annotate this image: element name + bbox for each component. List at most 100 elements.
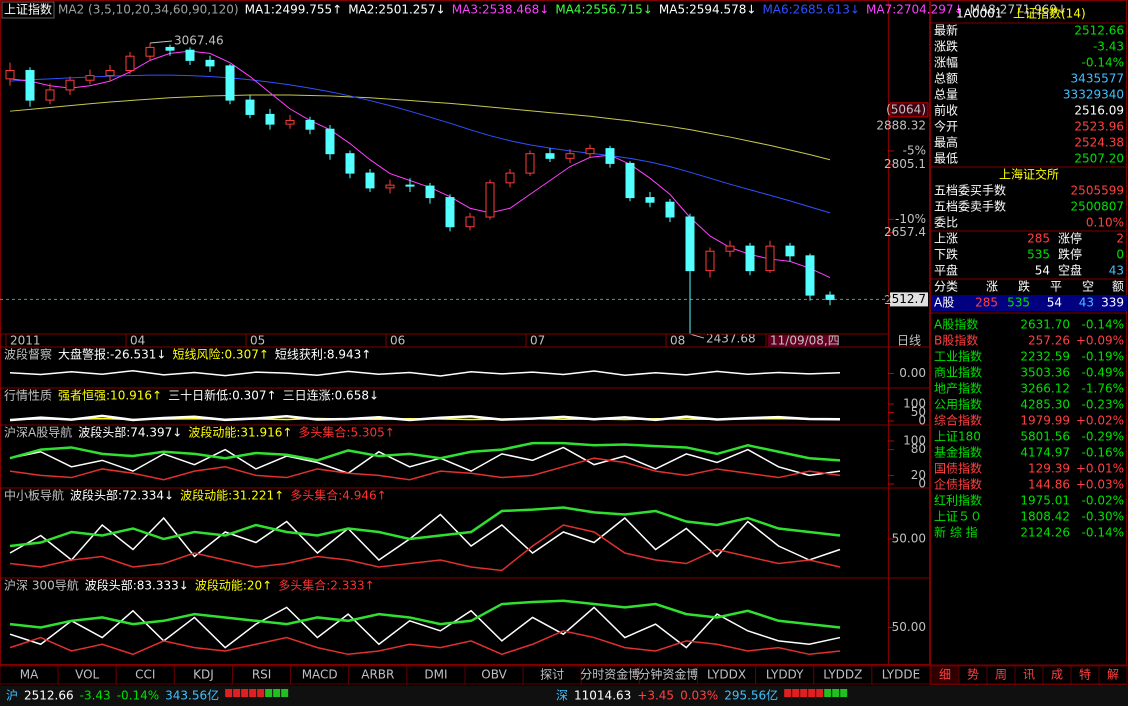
panel-header: 行情性质 [4,389,52,403]
indicator-tab-label[interactable]: OBV [481,668,507,682]
class-value: 43 [1079,296,1094,310]
candle-body [245,99,255,115]
side-tab-label[interactable]: 成 [1051,668,1063,682]
pct-tick-label: -5% [903,143,926,157]
class-value: 54 [1047,296,1062,310]
panel-header: 三十日新低:0.307↑ [168,388,276,403]
panel-header: 波段头部:74.397↓ [78,425,182,440]
candle-body [665,201,675,218]
indicator-tab-label[interactable]: ARBR [361,668,394,682]
index-name[interactable]: B股指数 [934,333,978,348]
breadth-value: 535 [1027,248,1050,262]
index-change: -0.49% [1082,366,1124,380]
candle-body [745,245,755,272]
indicator-line [9,414,841,422]
date-label: 07 [530,334,545,348]
index-name[interactable]: 商业指数 [934,365,982,380]
panel-tick-label: 0 [918,477,926,491]
index-value: 1808.42 [1020,510,1070,524]
index-name[interactable]: 综合指数 [934,413,982,428]
status-meter [249,689,257,697]
panel-tick-label: 50 [911,405,926,419]
indicator-tab-label[interactable]: 探讨 [540,668,564,682]
indicator-line [9,630,841,656]
indicator-tab-label[interactable]: MA [20,668,39,682]
side-tab-label[interactable]: 细 [939,668,951,682]
breadth-label: 下跌 [934,247,958,262]
panel-header: 中小板导航 [4,488,64,503]
indicator-tab-label[interactable]: 分时资金博 [580,667,640,682]
ma-label: MA3:2538.468↓ [452,3,550,17]
quote-value: 2523.96 [1074,120,1124,134]
panel-header: 多头集合:4.946↑ [290,488,386,503]
ma-line [9,74,831,214]
side-tab-label[interactable]: 解 [1107,668,1119,682]
side-tab-label[interactable]: 势 [967,668,979,682]
index-name[interactable]: 国债指数 [934,461,982,476]
side-tab-label[interactable]: 讯 [1023,668,1035,682]
indicator-tab-label[interactable]: DMI [424,668,447,682]
ma-line [9,94,831,161]
side-tab-label[interactable]: 周 [995,668,1007,682]
indicator-tab-label[interactable]: LYDDE [882,668,920,682]
candle-body [785,245,795,257]
high-pointer [149,40,173,44]
index-name[interactable]: 基金指数 [934,445,982,460]
order-value: 0.10% [1086,216,1124,230]
candle-body [565,153,575,159]
indicator-tab-label[interactable]: MACD [302,668,338,682]
index-name[interactable]: 地产指数 [934,381,982,396]
indicator-tab-label[interactable]: 分钟资金博 [638,667,698,682]
y-tick-label: 2657.4 [884,225,926,239]
candle-body [645,197,655,203]
candle-body [125,55,135,72]
class-header: 空 [1082,280,1094,294]
class-header: 跌 [1018,279,1030,294]
status-meter [824,689,832,697]
quote-label: 最高 [934,135,958,150]
index-name[interactable]: 上证180 [934,430,981,444]
index-change: -0.23% [1082,398,1124,412]
ma-params: MA2 (3,5,10,20,34,60,90,120) [58,3,239,17]
quote-value: 3435577 [1071,72,1124,86]
candle-body [345,153,355,174]
index-name[interactable]: 企债指数 [934,477,982,492]
candle-body [45,89,55,101]
indicator-tab-label[interactable]: LYDDZ [823,668,862,682]
ma-label: MA1:2499.755↑ [245,3,343,17]
exchange-name: 上海证交所 [999,167,1059,182]
index-name[interactable]: 上证５０ [934,510,982,524]
candle-body [705,250,715,272]
index-name[interactable]: 工业指数 [934,349,982,364]
indicator-tab[interactable] [871,665,931,685]
indicator-tab-label[interactable]: CCI [135,668,155,682]
indicator-tab-label[interactable]: LYDDY [766,668,804,682]
quote-value: 33329340 [1063,88,1124,102]
panel-header: 三日连涨:0.658↓ [283,388,379,403]
indicator-tab-label[interactable]: VOL [75,668,99,682]
status-meter [265,689,273,697]
y-tick-label: 2805.1 [884,157,926,171]
order-value: 2500807 [1071,200,1124,214]
quote-label: 总量 [934,88,958,102]
index-name[interactable]: A股指数 [934,317,978,332]
panel-header: 波段督察 [4,347,52,362]
pct-tick-label: -10% [895,212,926,226]
index-name[interactable]: 新 综 指 [934,525,978,540]
candle-body [225,65,235,101]
side-tab-label[interactable]: 特 [1079,667,1091,682]
panel-header: 多头集合:2.333↑ [278,578,374,593]
indicator-tab-label[interactable]: KDJ [193,668,214,682]
indicator-tab-label[interactable]: LYDDX [707,668,746,682]
candle-body [605,148,615,164]
index-change: -0.30% [1082,510,1124,524]
side-tab[interactable] [1098,665,1128,685]
candle-body [485,182,495,218]
index-name[interactable]: 红利指数 [934,493,982,508]
quote-label: 涨跌 [934,39,958,54]
indicator-tab-label[interactable]: RSI [252,668,272,682]
date-label: 05 [250,334,265,348]
index-name[interactable]: 公用指数 [934,397,982,412]
